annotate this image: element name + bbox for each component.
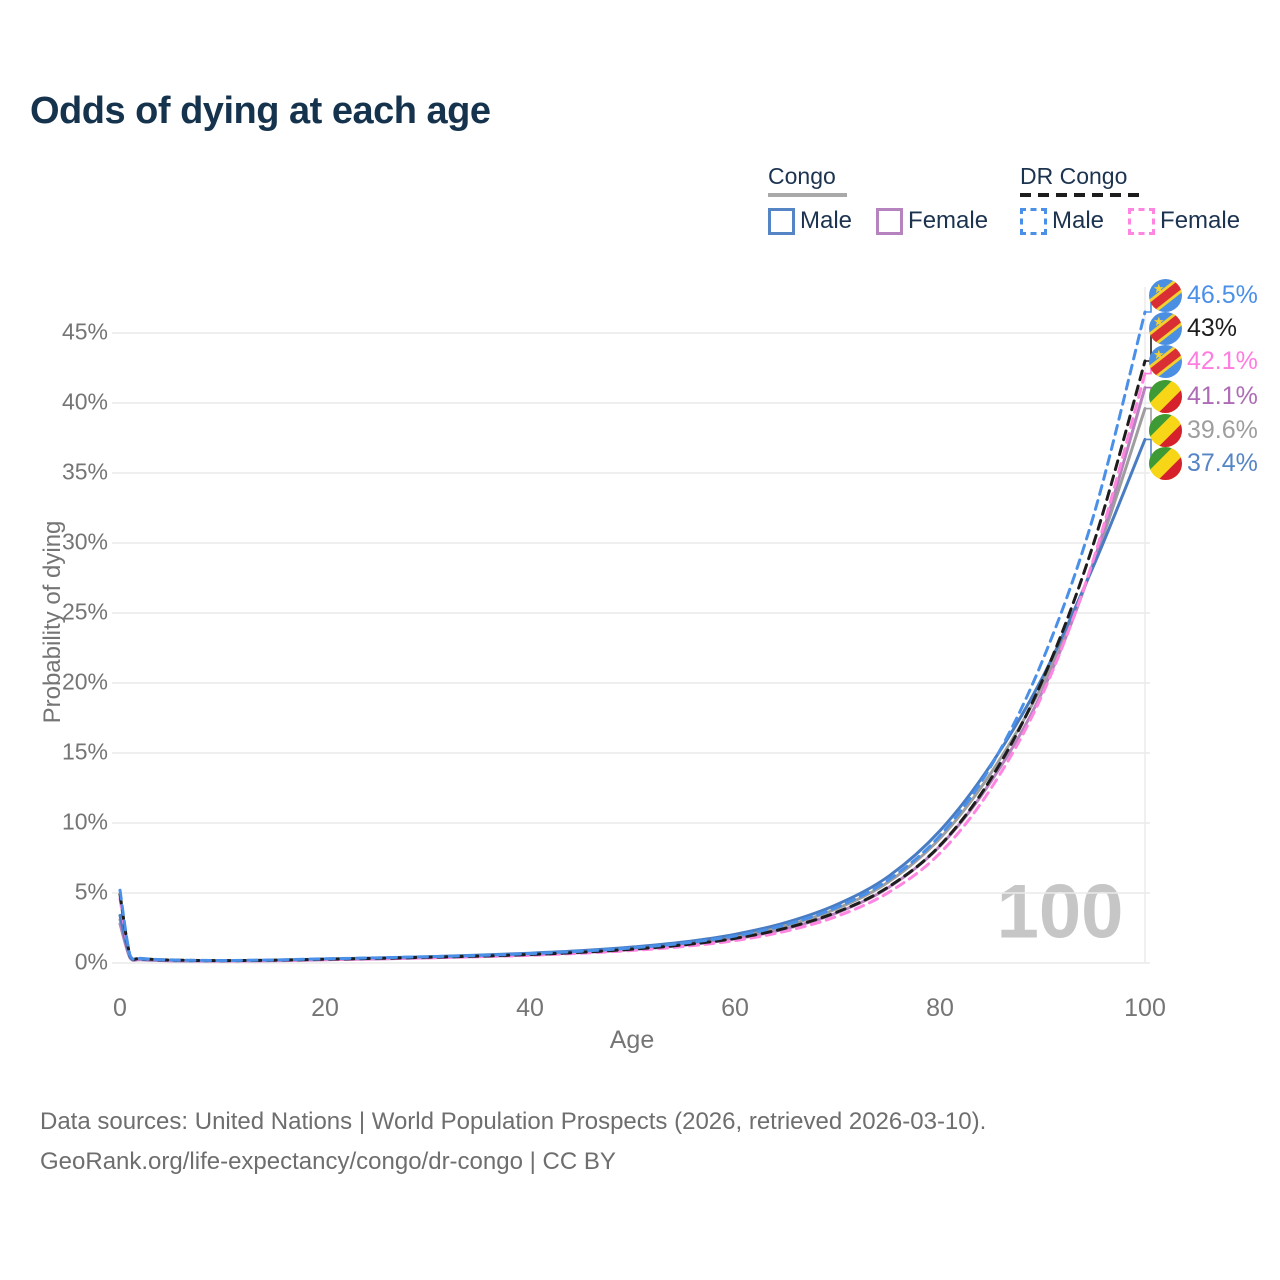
legend-group-dr-congo: DR Congo Male Female — [1020, 163, 1264, 235]
series-line[interactable] — [118, 407, 1147, 963]
end-value-text: 46.5% — [1187, 280, 1258, 309]
y-axis-title: Probability of dying — [39, 520, 66, 724]
x-axis-tick-label: 0 — [113, 994, 127, 1022]
series-line[interactable] — [118, 310, 1147, 962]
end-value-text: 39.6% — [1187, 415, 1258, 444]
legend-item-label: Female — [1160, 207, 1241, 234]
y-axis-tick-label: 35% — [61, 458, 108, 485]
end-value-text: 43% — [1187, 313, 1238, 342]
x-axis-tick-label: 80 — [926, 994, 954, 1022]
y-axis-tick-label: 20% — [61, 668, 108, 695]
legend-header-congo: Congo — [768, 163, 836, 189]
y-axis-tick-label: 0% — [74, 948, 108, 975]
attribution-line: GeoRank.org/life-expectancy/congo/dr-con… — [40, 1148, 616, 1175]
end-value-text: 37.4% — [1187, 448, 1258, 477]
legend-item-label: Male — [1052, 207, 1105, 234]
series-line[interactable] — [118, 372, 1147, 963]
end-value-label: 41.1% — [1149, 379, 1258, 413]
legend-header-dr-congo: DR Congo — [1020, 163, 1128, 189]
legend-item-congo-male[interactable]: Male — [768, 207, 852, 235]
x-axis-tick-label: 100 — [1124, 994, 1166, 1022]
drcongo-flag-icon — [1149, 311, 1182, 345]
y-axis-tick-label: 45% — [61, 318, 108, 345]
y-axis-tick-label: 5% — [74, 878, 108, 905]
x-axis-tick-label: 20 — [311, 994, 339, 1022]
end-value-label: 39.6% — [1149, 413, 1258, 447]
legend-group-congo: Congo Male Female — [768, 163, 1012, 235]
legend-item-dr-congo-female[interactable]: Female — [1128, 207, 1240, 235]
series-line[interactable] — [118, 359, 1147, 963]
congo-female-swatch-icon — [876, 207, 904, 235]
congo-flag-icon — [1149, 379, 1182, 413]
y-axis-tick-label: 40% — [61, 388, 108, 415]
congo-male-swatch-icon — [768, 207, 795, 235]
legend-item-dr-congo-male[interactable]: Male — [1020, 207, 1104, 235]
end-value-label: 37.4% — [1149, 446, 1258, 480]
end-value-label: 42.1% — [1149, 344, 1258, 378]
page-title: Odds of dying at each age — [30, 90, 491, 132]
end-value-label: 46.5% — [1149, 278, 1258, 312]
y-axis-tick-label: 10% — [61, 808, 108, 835]
y-axis-tick-label: 25% — [61, 598, 108, 625]
legend-rule-dr-congo-dashed — [1020, 193, 1140, 197]
dr-congo-male-swatch-icon — [1020, 207, 1047, 235]
x-axis-tick-label: 60 — [721, 994, 749, 1022]
y-axis-tick-label: 15% — [61, 738, 108, 765]
drcongo-flag-icon — [1149, 278, 1182, 312]
end-value-label: 43% — [1149, 311, 1238, 345]
x-axis-tick-label: 40 — [516, 994, 544, 1022]
dr-congo-female-swatch-icon — [1128, 207, 1156, 235]
data-source-line: Data sources: United Nations | World Pop… — [40, 1108, 987, 1135]
y-axis-tick-label: 30% — [61, 528, 108, 555]
congo-flag-icon — [1149, 413, 1182, 447]
drcongo-flag-icon — [1149, 344, 1182, 378]
age-counter-watermark: 100 — [996, 869, 1124, 955]
legend-rule-congo-solid — [768, 193, 847, 197]
legend-item-label: Female — [908, 207, 989, 234]
series-line[interactable] — [118, 437, 1147, 963]
legend-item-congo-female[interactable]: Female — [876, 207, 988, 235]
x-axis-title: Age — [609, 1026, 655, 1054]
legend-item-label: Male — [800, 207, 853, 234]
end-value-text: 41.1% — [1187, 381, 1258, 410]
end-value-text: 42.1% — [1187, 346, 1258, 375]
congo-flag-icon — [1149, 446, 1182, 480]
